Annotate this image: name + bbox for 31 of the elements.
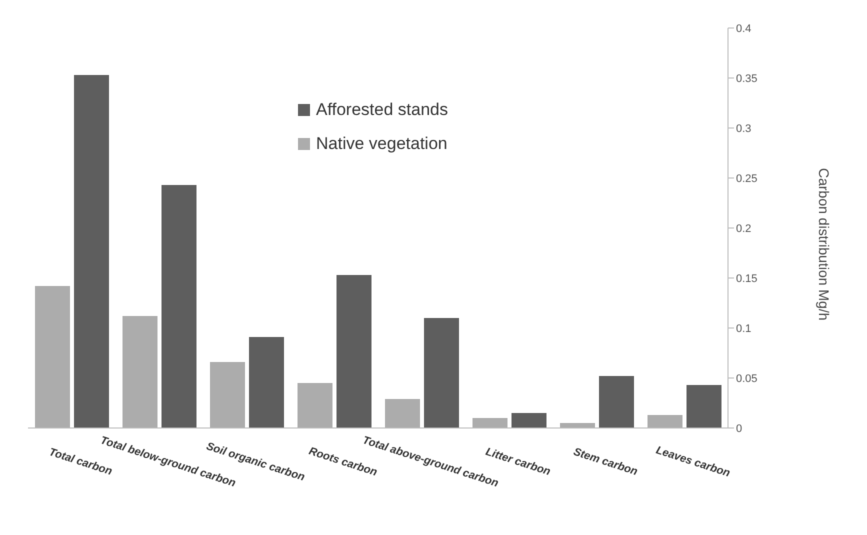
bar [210, 362, 245, 428]
bar [336, 275, 372, 428]
x-tick-label: Leaves carbon [654, 444, 732, 480]
bar [512, 413, 546, 428]
y-tick-label: 0.05 [736, 372, 758, 385]
bar [385, 399, 420, 428]
bar [560, 423, 595, 428]
bar [122, 316, 158, 428]
bar [599, 376, 634, 428]
bar [35, 286, 70, 428]
y-tick-label: 0.25 [736, 172, 758, 185]
bar [74, 75, 109, 428]
bar [249, 337, 284, 428]
y-tick-label: 0.1 [736, 322, 752, 335]
y-tick-label: 0.15 [736, 272, 758, 285]
y-tick-label: 0.4 [736, 22, 752, 35]
y-tick-label: 0.3 [736, 122, 752, 135]
y-tick-label: 0.35 [736, 72, 758, 85]
bar [686, 385, 722, 428]
legend-label: Afforested stands [316, 100, 448, 120]
y-tick-label: 0.2 [736, 222, 752, 235]
bar [472, 418, 508, 428]
legend-label: Native vegetation [316, 134, 448, 154]
bar [298, 383, 332, 428]
bar [648, 415, 682, 428]
bar [162, 185, 196, 428]
y-tick-label: 0 [736, 422, 742, 435]
y-axis-title: Carbon distribution Mg/h [816, 168, 832, 321]
x-tick-label: Stem carbon [572, 446, 640, 478]
x-tick-label: Total carbon [47, 446, 114, 478]
bar [424, 318, 459, 428]
